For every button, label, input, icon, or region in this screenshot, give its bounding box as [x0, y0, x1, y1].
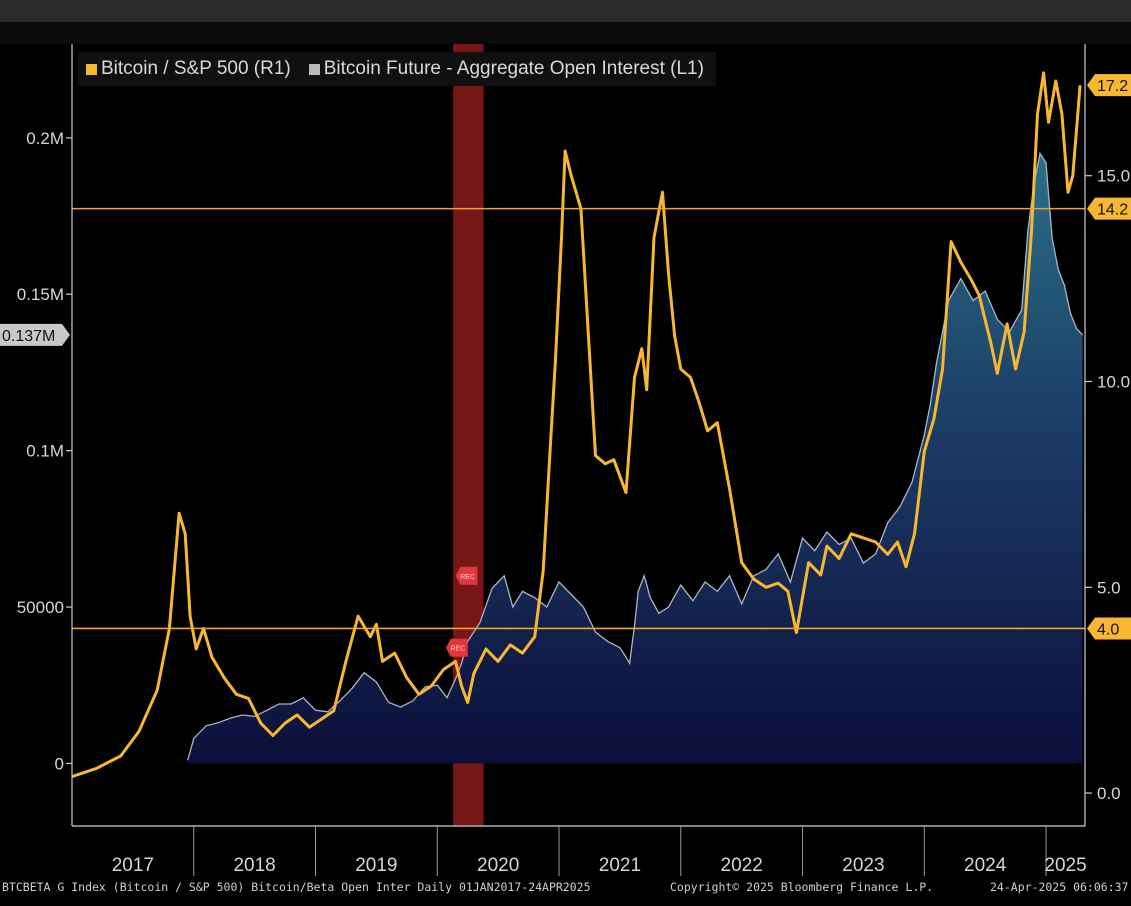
year-label: 2019 [355, 855, 397, 876]
window-title-bar [0, 0, 1131, 22]
left-tick-label: 0 [55, 754, 64, 773]
recession-marker-shape [445, 638, 468, 657]
open-interest-line [187, 151, 1084, 761]
left-tick-label: 0.2M [26, 129, 64, 148]
right-value-tag [1087, 74, 1131, 97]
legend-item-bitcoin-sp500[interactable]: Bitcoin / S&P 500 (R1) [86, 58, 291, 80]
year-label: 2020 [477, 855, 519, 876]
left-tick-label: 50000 [17, 598, 64, 617]
toolbar-strip [0, 22, 1131, 44]
left-value-tag [0, 323, 70, 346]
right-value-tag-label: 4.0 [1097, 621, 1119, 638]
footer-timestamp: 24-Apr-2025 06:06:37 [990, 880, 1129, 894]
legend-swatch-bitcoin-sp500 [86, 63, 97, 75]
recession-marker-0[interactable]: REC [455, 566, 478, 585]
recession-marker-1[interactable]: REC [445, 638, 468, 657]
right-value-tag-label: 17.2 [1097, 78, 1128, 95]
bitcoin-sp500-line [71, 71, 1082, 779]
year-label: 2024 [964, 855, 1007, 876]
year-label: 2022 [721, 855, 763, 876]
legend-item-open-interest[interactable]: Bitcoin Future - Aggregate Open Interest… [308, 58, 704, 80]
legend-label-open-interest: Bitcoin Future - Aggregate Open Interest… [323, 58, 704, 79]
recession-marker-label: REC [450, 646, 465, 653]
right-tick-label: 5.0 [1097, 578, 1121, 597]
recession-marker-label: REC [460, 574, 475, 581]
left-tick-label: 0.1M [26, 442, 64, 461]
right-tick-label: 15.0 [1097, 167, 1130, 186]
open-interest-area [187, 153, 1083, 764]
year-label: 2023 [842, 855, 884, 876]
right-tick-label: 0.0 [1097, 784, 1121, 803]
chart-legend: Bitcoin / S&P 500 (R1) Bitcoin Future - … [78, 52, 716, 86]
year-label: 2025 [1044, 855, 1086, 876]
footer-source: BTCBETA G Index (Bitcoin / S&P 500) Bitc… [2, 880, 591, 894]
left-value-tag-label: 0.137M [2, 328, 55, 345]
recession-marker-shape [455, 566, 478, 585]
year-label: 2017 [112, 855, 154, 876]
right-tick-label: 10.0 [1097, 372, 1130, 391]
right-value-tag [1087, 197, 1131, 220]
year-label: 2018 [233, 855, 275, 876]
left-tick-label: 0.15M [17, 285, 64, 304]
year-label: 2021 [599, 855, 641, 876]
chart-footer: BTCBETA G Index (Bitcoin / S&P 500) Bitc… [0, 877, 1131, 899]
right-value-tag-label: 14.2 [1097, 202, 1128, 219]
right-value-tag [1087, 617, 1131, 640]
legend-swatch-open-interest [308, 63, 320, 75]
legend-label-bitcoin-sp500: Bitcoin / S&P 500 (R1) [101, 58, 291, 79]
footer-copyright: Copyright© 2025 Bloomberg Finance L.P. [670, 880, 934, 894]
